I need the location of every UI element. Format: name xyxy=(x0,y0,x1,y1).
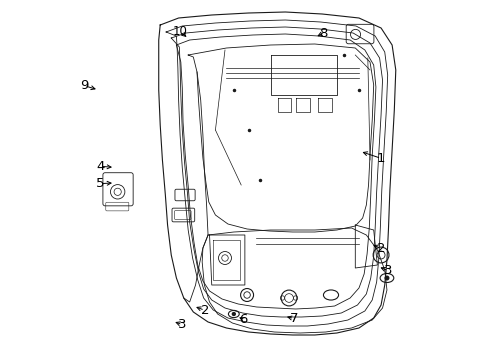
Text: 7: 7 xyxy=(289,312,298,325)
Text: 2: 2 xyxy=(376,242,385,255)
Text: 1: 1 xyxy=(376,152,385,165)
Text: 6: 6 xyxy=(239,313,247,326)
Text: 3: 3 xyxy=(178,318,186,331)
Text: 4: 4 xyxy=(96,160,104,173)
Text: 3: 3 xyxy=(384,264,392,277)
Circle shape xyxy=(384,275,388,280)
Text: 5: 5 xyxy=(96,177,104,190)
Text: 8: 8 xyxy=(319,27,327,40)
Text: 10: 10 xyxy=(173,25,187,38)
Circle shape xyxy=(231,312,236,316)
Text: 2: 2 xyxy=(200,304,209,317)
Text: 9: 9 xyxy=(80,79,88,92)
